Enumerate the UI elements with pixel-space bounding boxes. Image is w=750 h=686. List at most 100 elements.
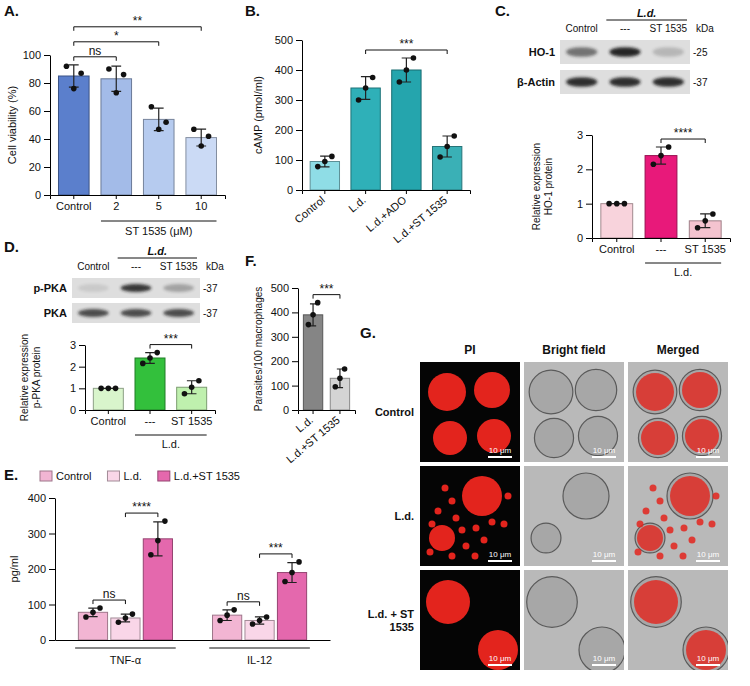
y-tick-mark [296, 160, 302, 161]
blot-band [653, 77, 684, 87]
micrograph [524, 570, 624, 670]
panel-letter: G. [360, 324, 376, 341]
data-point [71, 86, 77, 92]
data-point [116, 619, 122, 625]
parasite [473, 525, 480, 532]
data-point [191, 126, 197, 132]
nucleus [433, 421, 467, 455]
y-tick-mark [292, 337, 298, 338]
cell-outline [575, 369, 616, 410]
plot-marks [58, 63, 216, 195]
category-bracket [209, 648, 310, 649]
cell-outline [638, 418, 677, 457]
data-point [614, 201, 620, 207]
bar [143, 119, 174, 195]
data-point [154, 350, 160, 356]
y-tick-label: 1 [70, 382, 76, 394]
x-tick-label: ST 1535 [171, 415, 212, 427]
x-axis: Control---ST 1535 [593, 238, 731, 255]
plot-marks [93, 350, 206, 410]
data-point [666, 144, 672, 150]
error-bar [442, 136, 451, 157]
y-tick: 100 [28, 599, 55, 611]
x-tick: L.d. [346, 190, 368, 215]
row-label: L.d. [394, 510, 414, 522]
data-point [702, 218, 708, 224]
y-tick: 0 [577, 232, 592, 244]
lane-group-label: L.d. [148, 245, 168, 257]
y-tick-mark [586, 135, 592, 136]
data-point [695, 225, 701, 231]
panel: C.0123Control---ST 1535Relative expressi… [495, 2, 731, 278]
scale-bar-label: 10 μm [697, 550, 720, 559]
y-tick: 300 [28, 528, 55, 540]
data-point [106, 66, 112, 72]
y-tick-label: 300 [275, 94, 293, 106]
x-tick: IL-12 [247, 640, 272, 666]
parasite [501, 521, 508, 528]
significance-label: *** [164, 332, 178, 346]
blot-band [653, 47, 684, 57]
data-point [156, 126, 162, 132]
cell-outline [635, 523, 665, 553]
group-label: ST 1535 (μM) [125, 225, 192, 237]
image-ground [628, 570, 728, 670]
x-tick: 10 [195, 195, 207, 212]
panel: F.0100200300400500L.d.L.d.+ST 1535Parasi… [245, 252, 356, 465]
y-tick-mark [79, 367, 85, 368]
x-tick: Control [599, 238, 634, 255]
figure: A.020406080100Control2510Cell viability … [0, 0, 750, 686]
y-axis-line [298, 289, 299, 411]
blot-strip [72, 303, 200, 323]
plot-marks [601, 144, 721, 238]
data-point [196, 378, 202, 384]
x-tick-label: L.d.+ST 1535 [284, 414, 342, 466]
error-bar [656, 147, 666, 164]
micrograph [420, 570, 520, 670]
parasite [459, 527, 466, 534]
y-axis: 0100200300400 [28, 492, 56, 646]
parasite [481, 537, 488, 544]
plot-marks [303, 300, 349, 410]
x-tick-mark [150, 410, 151, 414]
data-point [217, 618, 223, 624]
y-tick-mark [44, 55, 50, 56]
image-ground [524, 466, 624, 566]
x-tick-label: --- [145, 415, 156, 427]
panel: E.0100200300400TNF-αIL-12pg/mlns****ns**… [4, 466, 331, 666]
y-tick: 0 [70, 404, 85, 416]
parasite [453, 515, 460, 522]
data-point [83, 614, 89, 620]
legend-swatch [40, 471, 52, 481]
y-tick: 0 [35, 189, 50, 201]
y-axis: 0100200300400500 [275, 34, 303, 196]
data-point [306, 322, 312, 328]
x-tick-mark [313, 410, 314, 414]
y-tick: 100 [271, 380, 298, 392]
x-tick-mark [339, 410, 340, 414]
x-axis: Control2510 [51, 195, 226, 212]
cell-outline [679, 369, 720, 410]
row-label: Control [375, 406, 414, 418]
cell-outline [633, 370, 677, 414]
parasite [680, 553, 687, 560]
scale-bar [696, 664, 720, 666]
y-tick-label: 0 [283, 404, 289, 416]
y-tick-mark [296, 190, 302, 191]
scale-bar-label: 10 μm [593, 446, 616, 455]
parasite [643, 508, 650, 515]
x-tick-mark [324, 190, 325, 194]
data-point [149, 104, 155, 110]
data-point [342, 366, 348, 372]
x-tick: --- [656, 238, 667, 255]
y-tick-mark [292, 410, 298, 411]
data-point [90, 610, 96, 616]
column-header: Merged [657, 343, 700, 357]
y-tick-mark [44, 111, 50, 112]
data-point [155, 538, 161, 544]
y-tick-label: 100 [271, 380, 289, 392]
parasite [697, 519, 704, 526]
panel-letter: C. [495, 2, 510, 19]
y-tick: 200 [28, 563, 55, 575]
y-tick-mark [292, 288, 298, 289]
